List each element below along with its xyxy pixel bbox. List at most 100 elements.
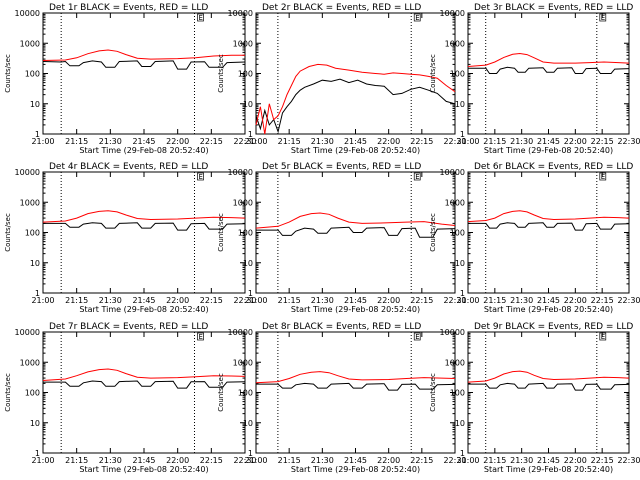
y-tick-label: 10000 xyxy=(440,168,465,177)
x-tick-label: 22:15 xyxy=(410,137,433,146)
y-tick-label: 10000 xyxy=(440,328,465,337)
x-tick-label: 21:30 xyxy=(510,456,533,465)
y-tick-label: 1 xyxy=(35,449,40,458)
x-axis-label: Start Time (29-Feb-08 20:52:40) xyxy=(79,465,208,474)
x-tick-label: 21:30 xyxy=(99,296,122,305)
series-line-events xyxy=(255,78,456,134)
event-marker-box xyxy=(599,172,607,181)
y-tick-label: 100 xyxy=(25,70,40,79)
chart-title: Det 9r BLACK = Events, RED = LLD xyxy=(474,322,633,332)
x-tick-label: 21:45 xyxy=(132,456,155,465)
event-marker-label: E xyxy=(199,14,203,22)
x-tick-label: 21:30 xyxy=(99,137,122,146)
x-tick-label: 21:45 xyxy=(344,456,367,465)
x-tick-label: 22:00 xyxy=(564,137,587,146)
x-tick-label: 22:00 xyxy=(166,296,189,305)
chart-panel: Det 8r BLACK = Events, RED = LLD 1 10 100 10… xyxy=(217,322,467,474)
x-tick-label: 21:30 xyxy=(99,456,122,465)
event-marker-box xyxy=(413,13,421,22)
chart-panel: Det 6r BLACK = Events, RED = LLD 1 10 100 10… xyxy=(429,162,640,314)
y-tick-label: 10 xyxy=(243,259,253,268)
y-tick-label: 10 xyxy=(243,419,253,428)
x-tick-label: 21:00 xyxy=(456,456,479,465)
y-tick-label: 1000 xyxy=(20,358,40,367)
x-tick-label: 22:30 xyxy=(443,296,466,305)
event-marker-label: E xyxy=(601,333,605,341)
x-tick-label: 22:30 xyxy=(617,137,640,146)
x-tick-label: 22:00 xyxy=(166,456,189,465)
chart-title: Det 3r BLACK = Events, RED = LLD xyxy=(474,3,633,13)
series-line-events xyxy=(468,382,630,391)
x-axis-label: Start Time (29-Feb-08 20:52:40) xyxy=(484,305,613,314)
x-axis-label: Start Time (29-Feb-08 20:52:40) xyxy=(79,305,208,314)
chart-title: Det 4r BLACK = Events, RED = LLD xyxy=(49,162,208,172)
x-tick-label: 22:15 xyxy=(200,137,223,146)
y-axis-label: Counts/sec xyxy=(429,54,437,93)
chart-title: Det 1r BLACK = Events, RED = LLD xyxy=(49,3,208,13)
y-tick-label: 1 xyxy=(248,449,253,458)
y-tick-label: 1000 xyxy=(233,39,253,48)
y-axis-label: Counts/sec xyxy=(4,213,12,252)
chart-panel: Det 5r BLACK = Events, RED = LLD 1 10 100 10… xyxy=(217,162,467,314)
x-tick-label: 21:45 xyxy=(344,296,367,305)
y-tick-label: 10000 xyxy=(440,9,465,18)
x-tick-label: 21:00 xyxy=(244,137,267,146)
x-tick-label: 21:15 xyxy=(483,296,506,305)
y-tick-label: 100 xyxy=(238,70,253,79)
y-tick-label: 1000 xyxy=(445,198,465,207)
y-tick-label: 100 xyxy=(450,70,465,79)
x-tick-label: 22:00 xyxy=(166,137,189,146)
series-line-events xyxy=(43,222,246,231)
y-tick-label: 1000 xyxy=(20,39,40,48)
y-tick-label: 1 xyxy=(460,289,465,298)
x-tick-label: 22:30 xyxy=(233,456,256,465)
x-tick-label: 21:45 xyxy=(537,137,560,146)
chart-panel: Det 2r BLACK = Events, RED = LLD 1 10 100 10… xyxy=(217,3,467,155)
event-marker-box xyxy=(599,13,607,22)
x-tick-label: 21:45 xyxy=(344,137,367,146)
y-axis-label: Counts/sec xyxy=(429,373,437,412)
y-tick-label: 1 xyxy=(35,130,40,139)
x-tick-label: 21:00 xyxy=(244,296,267,305)
x-tick-label: 22:30 xyxy=(617,456,640,465)
chart-panel: Det 1r BLACK = Events, RED = LLD 1 10 100 10… xyxy=(4,3,257,155)
event-marker-label: E xyxy=(415,333,419,341)
y-tick-label: 10000 xyxy=(15,9,40,18)
y-tick-label: 100 xyxy=(450,389,465,398)
series-line-lld xyxy=(467,370,630,383)
chart-panel: Det 9r BLACK = Events, RED = LLD 1 10 100 10… xyxy=(429,322,640,474)
event-marker-box xyxy=(413,172,421,181)
x-tick-label: 22:30 xyxy=(233,296,256,305)
x-tick-label: 22:15 xyxy=(200,456,223,465)
series-line-lld xyxy=(255,212,456,229)
x-tick-label: 21:15 xyxy=(483,137,506,146)
x-axis-label: Start Time (29-Feb-08 20:52:40) xyxy=(291,465,420,474)
y-tick-label: 1000 xyxy=(233,198,253,207)
plot-frame xyxy=(42,12,246,135)
y-tick-label: 10 xyxy=(455,259,465,268)
chart-title: Det 8r BLACK = Events, RED = LLD xyxy=(262,322,421,332)
y-tick-label: 10000 xyxy=(15,168,40,177)
x-tick-label: 22:00 xyxy=(377,296,400,305)
x-tick-label: 22:15 xyxy=(591,296,614,305)
x-axis-label: Start Time (29-Feb-08 20:52:40) xyxy=(291,146,420,155)
x-tick-label: 21:00 xyxy=(31,456,54,465)
plot-frame xyxy=(467,171,630,294)
y-tick-label: 1 xyxy=(248,289,253,298)
x-tick-label: 22:00 xyxy=(377,137,400,146)
chart-title: Det 7r BLACK = Events, RED = LLD xyxy=(49,322,208,332)
y-tick-label: 1 xyxy=(460,449,465,458)
x-tick-label: 21:15 xyxy=(278,296,301,305)
series-line-lld xyxy=(467,52,630,67)
x-tick-label: 21:15 xyxy=(278,137,301,146)
series-line-lld xyxy=(255,63,456,135)
event-marker-label: E xyxy=(199,333,203,341)
event-marker-box xyxy=(197,13,204,22)
event-marker-box xyxy=(197,172,204,181)
x-tick-label: 21:00 xyxy=(244,456,267,465)
event-marker-label: E xyxy=(601,14,605,22)
series-line-lld xyxy=(467,210,630,223)
plot-frame xyxy=(255,12,456,135)
x-tick-label: 21:15 xyxy=(483,456,506,465)
y-tick-label: 10 xyxy=(30,100,40,109)
